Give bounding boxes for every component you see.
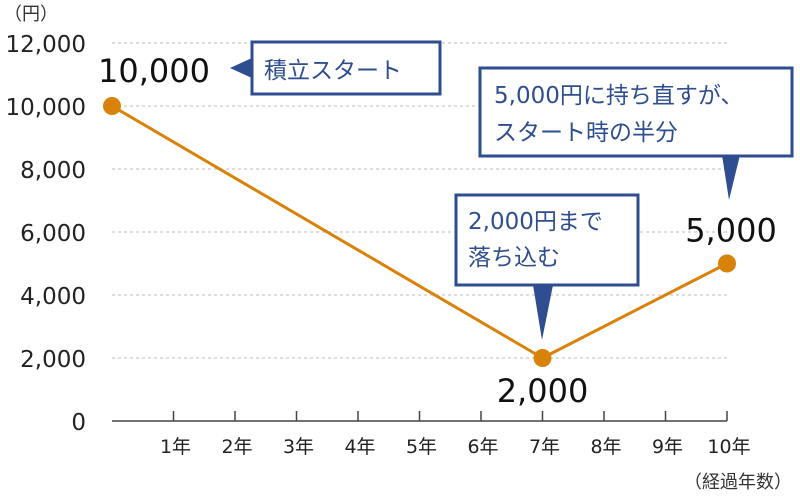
axes: 0 2,000 4,000 6,000 8,000 10,000 12,000 1年 2年 3年 4… bbox=[6, 32, 751, 458]
x-tick-label-7: 7年 bbox=[529, 436, 560, 458]
x-tick-label-4: 4年 bbox=[344, 436, 375, 458]
x-tick-label-6: 6年 bbox=[467, 436, 498, 458]
x-axis-unit: （経過年数） bbox=[684, 472, 792, 493]
y-tick-label-3: 6,000 bbox=[20, 221, 86, 247]
x-tick-label-3: 3年 bbox=[283, 436, 314, 458]
y-tick-label-1: 2,000 bbox=[20, 347, 86, 373]
callout-start-box bbox=[250, 40, 442, 96]
y-tick-label-4: 8,000 bbox=[20, 158, 86, 184]
data-label-2: 5,000 bbox=[685, 212, 777, 250]
y-tick-label-5: 10,000 bbox=[6, 95, 86, 121]
data-point-0 bbox=[103, 97, 121, 115]
callout-start-line-1: 積立スタート bbox=[264, 58, 402, 84]
labels-layer: 10,000 2,000 5,000 bbox=[98, 52, 777, 410]
x-tick-label-8: 8年 bbox=[590, 436, 621, 458]
callout-drop-line-2: 落ち込む bbox=[468, 245, 560, 271]
y-tick-label-6: 12,000 bbox=[6, 32, 86, 58]
callout-recover-line-2: スタート時の半分 bbox=[494, 120, 678, 146]
y-tick-label-0: 0 bbox=[71, 410, 86, 436]
callout-recover-line-1: 5,000円に持ち直すが、 bbox=[494, 83, 743, 109]
callout-recover-pointer bbox=[722, 155, 740, 200]
callout-drop-pointer bbox=[533, 285, 553, 340]
callout-drop-line-1: 2,000円まで bbox=[468, 209, 603, 235]
data-point-1 bbox=[533, 349, 552, 367]
callout-recover: 5,000円に持ち直すが、 スタート時の半分 bbox=[478, 66, 794, 200]
callout-drop: 2,000円まで 落ち込む bbox=[454, 193, 640, 340]
callout-recover-box bbox=[478, 66, 794, 158]
data-point-2 bbox=[718, 254, 736, 273]
x-tick-label-10: 10年 bbox=[707, 436, 750, 458]
callout-drop-box bbox=[454, 193, 640, 287]
data-label-0: 10,000 bbox=[98, 52, 210, 90]
x-tick-label-5: 5年 bbox=[406, 436, 437, 458]
series-layer bbox=[103, 97, 736, 367]
callout-start: 積立スタート bbox=[230, 40, 442, 96]
y-axis-unit: （円） bbox=[4, 4, 58, 25]
y-tick-label-2: 4,000 bbox=[20, 284, 86, 310]
x-tick-label-2: 2年 bbox=[221, 436, 252, 458]
data-label-1: 2,000 bbox=[497, 372, 589, 410]
callout-start-pointer bbox=[230, 58, 252, 78]
x-tick-label-9: 9年 bbox=[652, 436, 683, 458]
x-tick-label-1: 1年 bbox=[160, 436, 191, 458]
